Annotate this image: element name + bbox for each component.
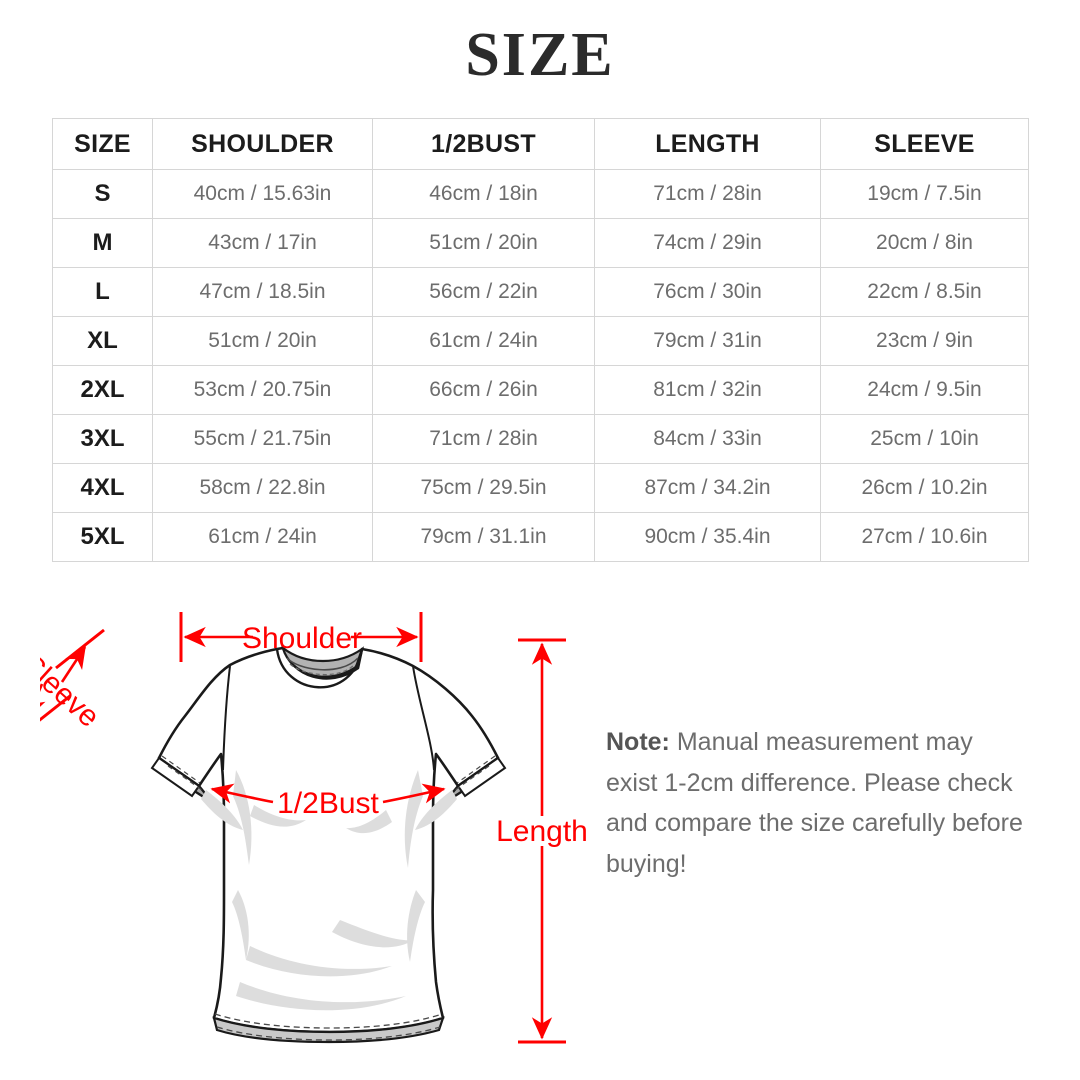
cell-sleeve: 25cm / 10in: [820, 414, 1029, 464]
column-header-size: SIZE: [52, 118, 153, 170]
cell-size: XL: [52, 316, 153, 366]
collar-band-path: [286, 657, 359, 671]
sleeve-cuff-right-stitch: [456, 755, 496, 784]
shoulder-label: Shoulder: [242, 622, 362, 655]
cell-size: 2XL: [52, 365, 153, 415]
cell-bust: 75cm / 29.5in: [372, 463, 595, 513]
sleeve-cuff-right-fold: [456, 756, 507, 798]
cell-sleeve: 23cm / 9in: [820, 316, 1029, 366]
column-header-bust: 1/2BUST: [372, 118, 595, 170]
cell-shoulder: 53cm / 20.75in: [152, 365, 373, 415]
cell-shoulder: 40cm / 15.63in: [152, 169, 373, 219]
cell-bust: 51cm / 20in: [372, 218, 595, 268]
table-row: XL 51cm / 20in 61cm / 24in 79cm / 31in 2…: [52, 316, 1029, 366]
cell-length: 81cm / 32in: [594, 365, 821, 415]
measurement-diagram: Shoulder Sleeve 1/2Bust Length: [0, 575, 1080, 1080]
neckline-path: [275, 648, 364, 689]
shoulder-seam-left: [222, 665, 231, 771]
sleeve-cuff-left-stitch: [161, 755, 201, 784]
column-header-length: LENGTH: [594, 118, 821, 170]
cell-sleeve: 20cm / 8in: [820, 218, 1029, 268]
cell-length: 79cm / 31in: [594, 316, 821, 366]
bust-arrow-left: [210, 783, 274, 804]
bottom-hem-fill: [212, 1016, 445, 1044]
column-header-sleeve: SLEEVE: [820, 118, 1029, 170]
cell-length: 71cm / 28in: [594, 169, 821, 219]
cell-size: L: [52, 267, 153, 317]
cell-length: 76cm / 30in: [594, 267, 821, 317]
table-row: 4XL 58cm / 22.8in 75cm / 29.5in 87cm / 3…: [52, 463, 1029, 513]
cell-size: S: [52, 169, 153, 219]
tshirt-illustration: [150, 645, 507, 1044]
cell-size: M: [52, 218, 153, 268]
cell-sleeve: 24cm / 9.5in: [820, 365, 1029, 415]
cell-bust: 71cm / 28in: [372, 414, 595, 464]
annotation-length: Length: [496, 638, 588, 1044]
cell-length: 90cm / 35.4in: [594, 512, 821, 562]
table-row: 2XL 53cm / 20.75in 66cm / 26in 81cm / 32…: [52, 365, 1029, 415]
cell-size: 4XL: [52, 463, 153, 513]
sleeve-tick-top: [55, 628, 105, 670]
cell-bust: 61cm / 24in: [372, 316, 595, 366]
cell-shoulder: 55cm / 21.75in: [152, 414, 373, 464]
cell-shoulder: 61cm / 24in: [152, 512, 373, 562]
length-label: Length: [496, 815, 588, 848]
cell-size: 5XL: [52, 512, 153, 562]
cell-bust: 66cm / 26in: [372, 365, 595, 415]
cell-sleeve: 19cm / 7.5in: [820, 169, 1029, 219]
bottom-hem-stitch: [214, 1013, 443, 1029]
cell-bust: 79cm / 31.1in: [372, 512, 595, 562]
cell-sleeve: 27cm / 10.6in: [820, 512, 1029, 562]
size-chart-table-container: SIZE SHOULDER 1/2BUST LENGTH SLEEVE S 40…: [52, 118, 1029, 562]
table-row: S 40cm / 15.63in 46cm / 18in 71cm / 28in…: [52, 169, 1029, 219]
collar-stitch-path: [289, 663, 356, 676]
cell-length: 84cm / 33in: [594, 414, 821, 464]
cell-sleeve: 26cm / 10.2in: [820, 463, 1029, 513]
sleeve-tick-bottom: [40, 694, 71, 722]
sleeve-label: Sleeve: [40, 648, 105, 734]
note-label: Note:: [606, 728, 670, 756]
cell-size: 3XL: [52, 414, 153, 464]
cell-bust: 46cm / 18in: [372, 169, 595, 219]
cell-shoulder: 47cm / 18.5in: [152, 267, 373, 317]
sleeve-arrow-up: [60, 645, 87, 683]
cell-length: 74cm / 29in: [594, 218, 821, 268]
table-row: 3XL 55cm / 21.75in 71cm / 28in 84cm / 33…: [52, 414, 1029, 464]
cell-shoulder: 58cm / 22.8in: [152, 463, 373, 513]
sleeve-cuff-left-fold: [150, 756, 201, 798]
table-header-row: SIZE SHOULDER 1/2BUST LENGTH SLEEVE: [52, 118, 1029, 170]
table-row: 5XL 61cm / 24in 79cm / 31.1in 90cm / 35.…: [52, 512, 1029, 562]
cell-sleeve: 22cm / 8.5in: [820, 267, 1029, 317]
table-body: S 40cm / 15.63in 46cm / 18in 71cm / 28in…: [52, 169, 1029, 562]
bust-label: 1/2Bust: [277, 787, 379, 820]
note-block: Note: Manual measurement may exist 1-2cm…: [606, 722, 1030, 884]
annotation-sleeve: Sleeve: [40, 628, 105, 734]
annotation-shoulder: Shoulder: [179, 612, 423, 662]
cell-length: 87cm / 34.2in: [594, 463, 821, 513]
bottom-hem-stitch2: [216, 1026, 441, 1041]
bust-arrow-right: [382, 783, 446, 804]
note-text: Manual measurement may exist 1-2cm diffe…: [606, 728, 1023, 878]
sleeve-cuff-right-stitch2: [450, 765, 490, 794]
table-row: L 47cm / 18.5in 56cm / 22in 76cm / 30in …: [52, 267, 1029, 317]
cell-shoulder: 51cm / 20in: [152, 316, 373, 366]
tshirt-diagram-svg: Shoulder Sleeve 1/2Bust Length: [40, 612, 588, 1044]
cell-shoulder: 43cm / 17in: [152, 218, 373, 268]
table-header: SIZE SHOULDER 1/2BUST LENGTH SLEEVE: [52, 118, 1029, 170]
shoulder-seam-right: [412, 665, 435, 771]
size-chart-table: SIZE SHOULDER 1/2BUST LENGTH SLEEVE S 40…: [52, 118, 1029, 562]
column-header-shoulder: SHOULDER: [152, 118, 373, 170]
cell-bust: 56cm / 22in: [372, 267, 595, 317]
sleeve-cuff-left-stitch2: [167, 765, 207, 794]
collar-inner-path: [281, 645, 365, 678]
table-row: M 43cm / 17in 51cm / 20in 74cm / 29in 20…: [52, 218, 1029, 268]
annotation-bust: 1/2Bust: [210, 783, 446, 820]
page-title: SIZE: [465, 21, 615, 89]
